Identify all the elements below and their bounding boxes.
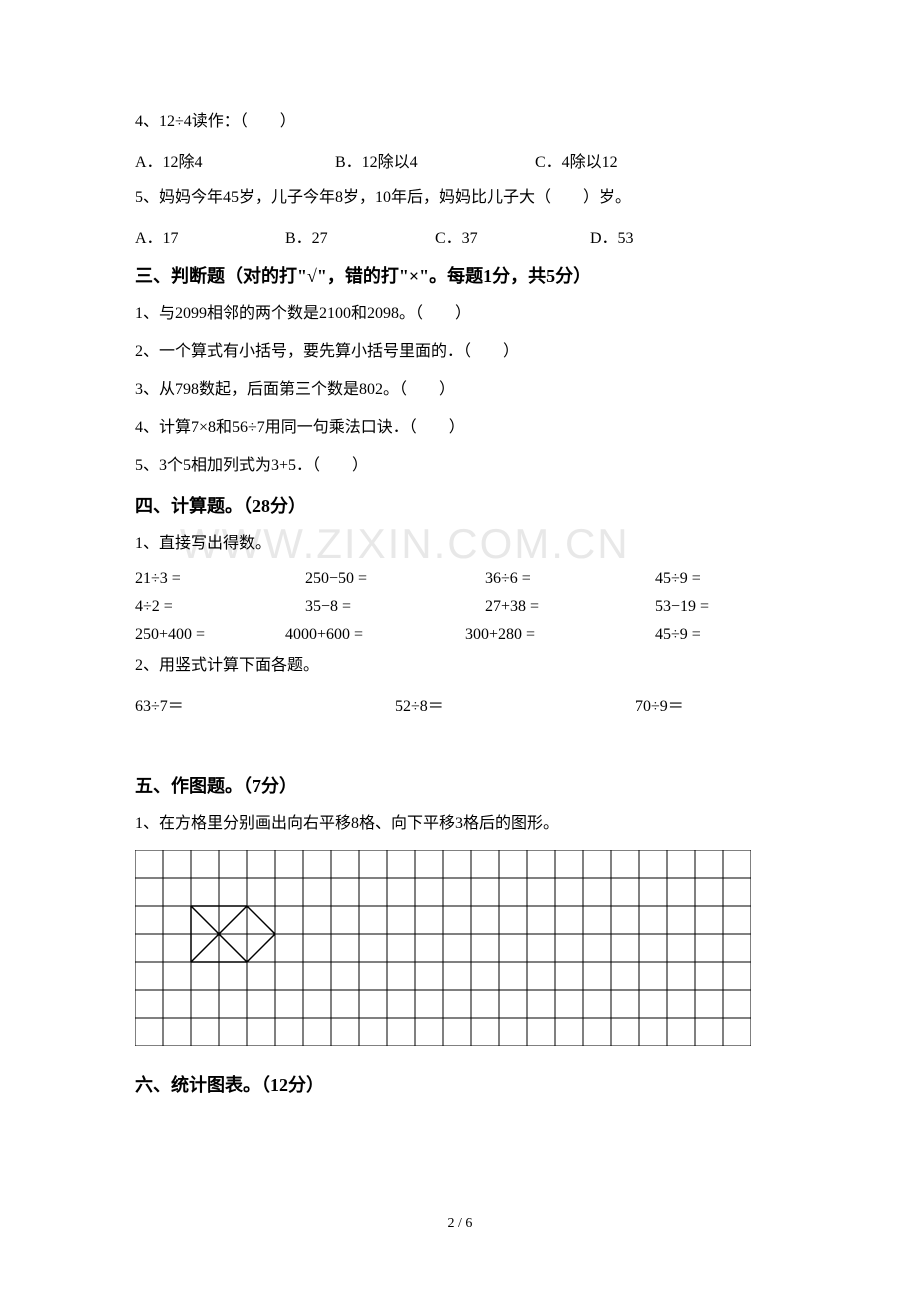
calc-cell: 45÷9 = [655, 626, 701, 644]
calc-cell: 300+280 = [465, 626, 655, 644]
calc-cell: 45÷9 = [655, 570, 701, 588]
vertical-cell: 63÷7＝ [135, 692, 395, 716]
grid-figure [135, 850, 785, 1051]
s4-sub1: 1、直接写出得数。 [135, 532, 785, 556]
grid-svg [135, 850, 751, 1046]
calc-row-1: 21÷3 = 250−50 = 36÷6 = 45÷9 = [135, 570, 785, 588]
q4-options: A．12除4 B．12除以4 C．4除以12 [135, 148, 785, 172]
calc-row-2: 4÷2 = 35−8 = 27+38 = 53−19 = [135, 598, 785, 616]
q4-text: 4、12÷4读作：（ ） [135, 110, 785, 134]
calc-cell: 35−8 = [305, 598, 485, 616]
s4-sub2: 2、用竖式计算下面各题。 [135, 654, 785, 678]
calc-cell: 250−50 = [305, 570, 485, 588]
q4-opt-a: A．12除4 [135, 148, 335, 172]
calc-cell: 53−19 = [655, 598, 709, 616]
s3-item-4: 4、计算7×8和56÷7用同一句乘法口诀．（ ） [135, 416, 785, 440]
q4-opt-b: B．12除以4 [335, 148, 535, 172]
section5-title: 五、作图题。（7分） [135, 772, 785, 798]
document-content: 4、12÷4读作：（ ） A．12除4 B．12除以4 C．4除以12 5、妈妈… [135, 110, 785, 1097]
section4-title: 四、计算题。（28分） [135, 492, 785, 518]
calc-cell: 4000+600 = [285, 626, 465, 644]
section3-title: 三、判断题（对的打"√"，错的打"×"。每题1分，共5分） [135, 262, 785, 288]
s3-item-2: 2、一个算式有小括号，要先算小括号里面的．（ ） [135, 340, 785, 364]
calc-row-3: 250+400 = 4000+600 = 300+280 = 45÷9 = [135, 626, 785, 644]
s5-sub1: 1、在方格里分别画出向右平移8格、向下平移3格后的图形。 [135, 812, 785, 836]
q5-opt-c: C．37 [435, 224, 590, 248]
q5-options: A．17 B．27 C．37 D．53 [135, 224, 785, 248]
q5-opt-d: D．53 [590, 224, 634, 248]
section6-title: 六、统计图表。（12分） [135, 1071, 785, 1097]
calc-cell: 4÷2 = [135, 598, 305, 616]
vertical-row: 63÷7＝ 52÷8＝ 70÷9＝ [135, 692, 785, 716]
q5-opt-b: B．27 [285, 224, 435, 248]
page-number: 2 / 6 [0, 1216, 920, 1232]
s3-item-5: 5、3个5相加列式为3+5．（ ） [135, 454, 785, 478]
calc-cell: 21÷3 = [135, 570, 305, 588]
q4-opt-c: C．4除以12 [535, 148, 618, 172]
q5-text: 5、妈妈今年45岁，儿子今年8岁，10年后，妈妈比儿子大（ ）岁。 [135, 186, 785, 210]
calc-cell: 36÷6 = [485, 570, 655, 588]
s3-item-3: 3、从798数起，后面第三个数是802。（ ） [135, 378, 785, 402]
vertical-cell: 52÷8＝ [395, 692, 635, 716]
calc-cell: 27+38 = [485, 598, 655, 616]
calc-cell: 250+400 = [135, 626, 285, 644]
vertical-cell: 70÷9＝ [635, 692, 684, 716]
s3-item-1: 1、与2099相邻的两个数是2100和2098。（ ） [135, 302, 785, 326]
q5-opt-a: A．17 [135, 224, 285, 248]
